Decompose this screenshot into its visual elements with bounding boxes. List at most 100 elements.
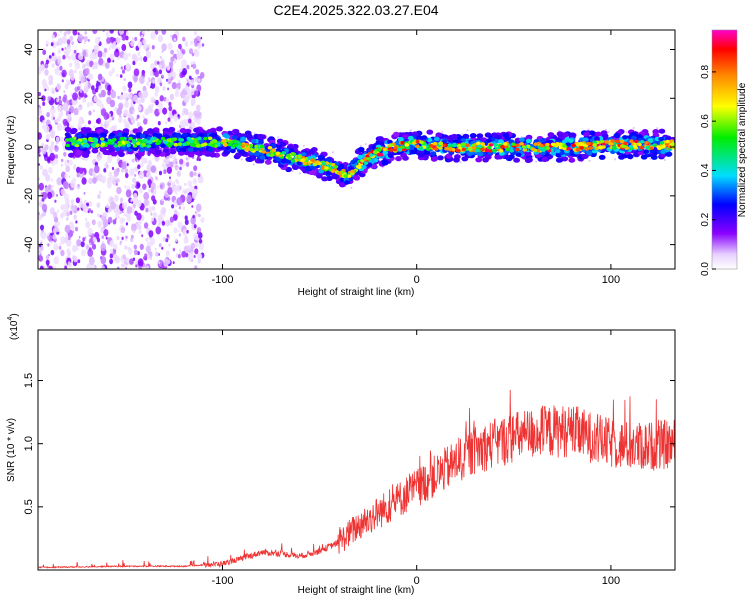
noise-point xyxy=(157,30,161,33)
noise-point xyxy=(153,68,156,73)
faint-point xyxy=(359,144,362,147)
signal-point xyxy=(566,146,572,151)
signal-point xyxy=(65,143,71,148)
noise-point xyxy=(167,117,171,122)
noise-point xyxy=(50,178,53,182)
signal-point xyxy=(613,132,621,139)
signal-point xyxy=(149,144,156,149)
noise-point xyxy=(146,164,152,172)
noise-point xyxy=(142,38,147,45)
noise-point xyxy=(61,69,67,78)
noise-point xyxy=(83,35,88,42)
noise-point xyxy=(154,91,159,97)
noise-point xyxy=(198,158,201,162)
noise-point xyxy=(96,202,101,208)
noise-point xyxy=(187,180,193,188)
signal-point xyxy=(452,139,459,144)
signal-point xyxy=(429,144,434,148)
noise-point xyxy=(80,116,83,121)
signal-point xyxy=(612,145,617,149)
noise-point xyxy=(121,44,127,51)
noise-point xyxy=(148,107,153,114)
noise-point xyxy=(71,41,74,45)
noise-point xyxy=(143,222,149,229)
signal-point xyxy=(402,155,409,161)
noise-point xyxy=(77,184,80,187)
noise-point xyxy=(69,62,73,67)
signal-point xyxy=(290,152,296,156)
noise-point xyxy=(150,96,155,104)
signal-point xyxy=(245,147,251,151)
signal-point xyxy=(521,145,527,149)
signal-point xyxy=(382,147,388,152)
signal-point xyxy=(365,154,370,158)
signal-point xyxy=(107,141,112,145)
noise-point xyxy=(194,211,197,214)
signal-point xyxy=(377,148,382,152)
noise-point xyxy=(151,217,154,222)
faint-point xyxy=(240,158,243,161)
noise-point xyxy=(87,39,90,42)
signal-point xyxy=(136,138,142,142)
signal-point xyxy=(182,142,187,147)
faint-point xyxy=(302,144,305,147)
noise-point xyxy=(121,92,123,96)
signal-point xyxy=(321,162,327,166)
signal-point xyxy=(539,143,544,148)
noise-point xyxy=(148,230,154,238)
noise-point xyxy=(177,50,181,55)
noise-point xyxy=(165,238,169,243)
bottom-y-ticks: 0.5 1.0 1.5 xyxy=(23,373,675,514)
noise-point xyxy=(80,92,84,98)
noise-point xyxy=(47,157,51,162)
noise-point xyxy=(75,100,78,104)
noise-point xyxy=(198,232,203,239)
spectrogram-marks xyxy=(38,30,675,269)
noise-point xyxy=(92,64,96,69)
spectrogram-panel: -100 0 100 -40 -20 0 20 40 Height of straight … xyxy=(6,29,676,298)
signal-point xyxy=(435,132,443,138)
noise-point xyxy=(200,217,205,223)
signal-point xyxy=(186,136,192,141)
noise-point xyxy=(154,247,157,251)
signal-point xyxy=(346,174,352,178)
signal-point xyxy=(659,141,665,145)
y-multiplier-exponent: 4 xyxy=(7,317,14,321)
noise-point xyxy=(61,79,64,83)
noise-point xyxy=(78,106,82,111)
signal-point xyxy=(634,139,639,144)
signal-point xyxy=(452,142,457,147)
signal-point xyxy=(575,148,581,152)
noise-point xyxy=(190,216,196,225)
noise-point xyxy=(139,243,144,250)
colorbar-tick-label: 0.8 xyxy=(700,64,711,78)
noise-point xyxy=(134,36,138,42)
noise-point xyxy=(48,166,53,174)
signal-point xyxy=(109,132,116,137)
noise-point xyxy=(38,107,42,115)
signal-point xyxy=(117,140,122,145)
signal-point xyxy=(665,139,670,144)
noise-point xyxy=(137,51,141,56)
noise-point xyxy=(38,177,41,181)
signal-point xyxy=(425,147,431,151)
noise-point xyxy=(39,255,44,262)
noise-point xyxy=(192,178,197,185)
noise-point xyxy=(135,117,138,121)
noise-point xyxy=(178,248,181,252)
signal-point xyxy=(240,144,246,148)
signal-point xyxy=(545,146,550,150)
noise-point xyxy=(149,70,154,77)
signal-point xyxy=(622,135,628,140)
signal-point xyxy=(550,151,557,156)
noise-point xyxy=(121,236,124,241)
noise-point xyxy=(154,70,160,78)
signal-point xyxy=(207,136,213,141)
signal-point xyxy=(450,133,458,140)
noise-point xyxy=(84,82,89,88)
noise-point xyxy=(84,31,87,35)
faint-point xyxy=(625,131,628,134)
noise-point xyxy=(169,216,174,223)
signal-point xyxy=(245,156,253,162)
noise-point xyxy=(92,236,97,242)
